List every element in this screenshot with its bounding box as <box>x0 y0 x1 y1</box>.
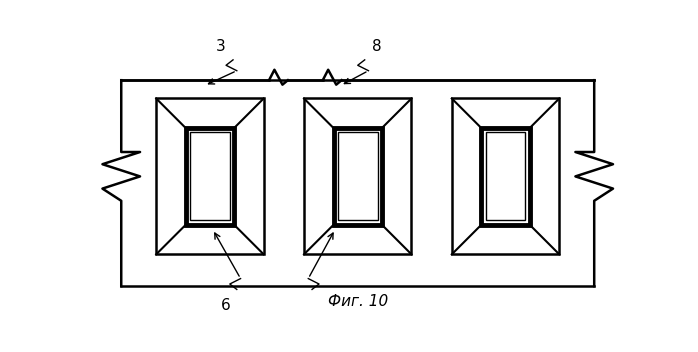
Bar <box>486 132 526 220</box>
Bar <box>186 128 234 225</box>
Bar <box>338 132 378 220</box>
Text: 8: 8 <box>372 39 381 55</box>
Bar <box>452 99 559 254</box>
Text: 3: 3 <box>216 39 225 55</box>
Text: 6: 6 <box>221 298 231 313</box>
Bar <box>482 128 530 225</box>
Bar <box>334 128 382 225</box>
Text: Фиг. 10: Фиг. 10 <box>327 294 388 309</box>
Bar <box>156 99 264 254</box>
Bar <box>304 99 412 254</box>
Bar <box>190 132 230 220</box>
